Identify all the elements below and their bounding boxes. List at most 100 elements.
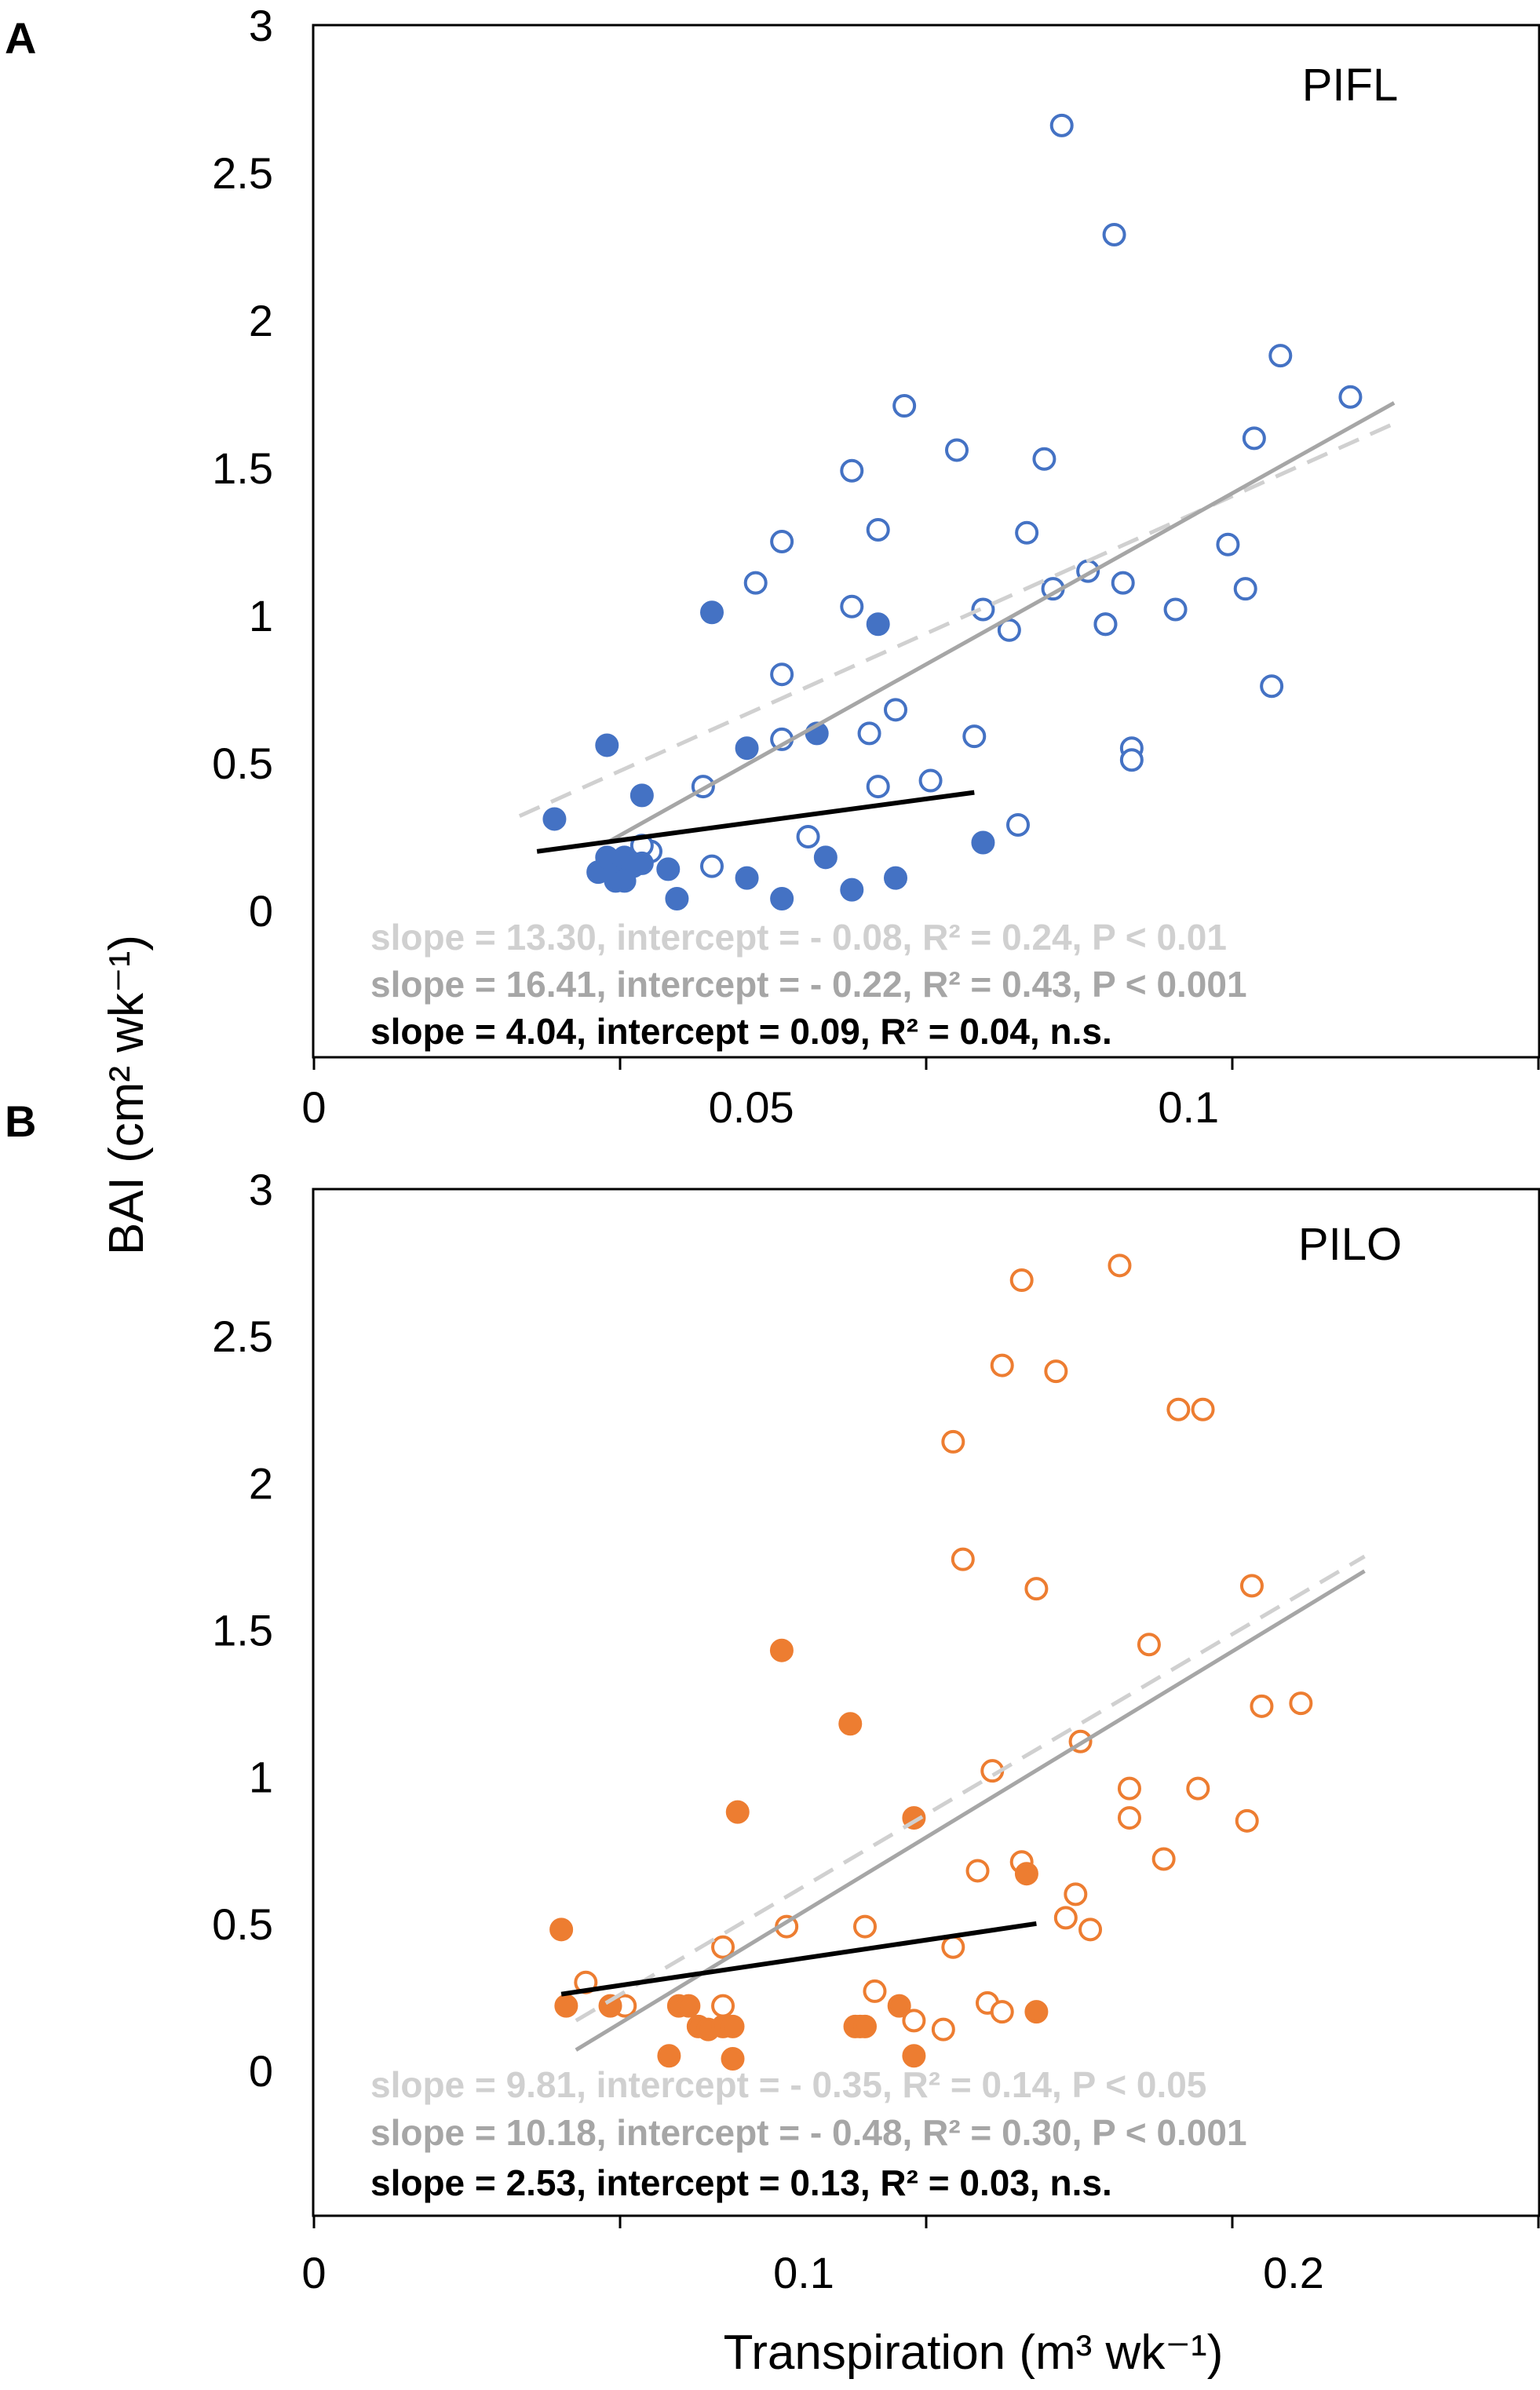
open-point — [962, 724, 987, 749]
y-tick-label: 1.5 — [212, 1606, 273, 1655]
open-point — [941, 1935, 965, 1959]
x-tick-label: 0 — [301, 1082, 326, 1132]
filled-point — [971, 830, 995, 855]
open-point — [1242, 426, 1266, 451]
panel-b-stats-open: slope = 10.18, intercept = - 0.48, R² = … — [370, 2112, 1247, 2153]
open-point — [1093, 612, 1118, 637]
y-tick-label: 0.5 — [212, 1899, 273, 1949]
filled-point — [542, 807, 567, 831]
open-point — [1049, 113, 1074, 137]
open-point — [770, 662, 794, 687]
y-tick-label: 2.5 — [212, 148, 273, 198]
open-point — [1239, 1574, 1264, 1598]
panel-a-stats-open: slope = 16.41, intercept = - 0.22, R² = … — [370, 964, 1247, 1005]
open-point — [711, 1994, 735, 2018]
open-point — [700, 854, 724, 878]
open-point — [1151, 1847, 1176, 1871]
filled-point — [595, 733, 619, 757]
filled-point — [630, 851, 654, 875]
filled-point — [884, 866, 907, 890]
open-point — [1032, 447, 1056, 471]
open-point — [866, 517, 890, 542]
x-tick-label: 0.2 — [1263, 2248, 1324, 2297]
panel-b-stats-all: slope = 9.81, intercept = - 0.35, R² = 0… — [370, 2064, 1206, 2105]
open-point — [1078, 1917, 1103, 1942]
open-point — [1117, 1806, 1141, 1830]
open-point — [931, 2017, 955, 2042]
open-point — [1191, 1397, 1215, 1421]
filled-point — [887, 1994, 911, 2018]
open-point — [711, 1935, 735, 1959]
open-point — [990, 1353, 1014, 1377]
filled-point — [656, 857, 681, 881]
open-point — [866, 775, 890, 799]
panel-b-x-ticks: 0 0.1 0.2 — [301, 2216, 1540, 2297]
open-point — [1006, 812, 1030, 837]
open-point — [902, 2009, 926, 2033]
y-tick-label: 3 — [249, 1165, 273, 1214]
filled-point — [1024, 2000, 1049, 2024]
filled-point — [657, 2044, 681, 2068]
panel-b: B PILO 0 0.5 1 1.5 2 2.5 3 0 0.1 0.2 slope = 9.8… — [5, 1096, 1540, 2297]
panel-b-fit-lines — [560, 1554, 1366, 2052]
filled-point — [853, 2014, 877, 2038]
fit-line-filled — [560, 1921, 1037, 1997]
fit-line-filled — [536, 790, 975, 854]
y-tick-label: 0 — [249, 886, 273, 936]
panel-b-frame — [312, 1188, 1540, 2217]
filled-point — [866, 612, 890, 637]
panel-b-points — [549, 1253, 1313, 2071]
open-point — [971, 597, 995, 622]
filled-point — [612, 869, 637, 893]
open-point — [840, 594, 864, 618]
filled-point — [770, 886, 794, 910]
filled-point — [735, 736, 759, 761]
y-tick-label: 1 — [249, 591, 273, 640]
open-point — [1117, 1776, 1141, 1801]
open-point — [1233, 577, 1257, 601]
open-point — [1119, 748, 1144, 772]
open-point — [796, 825, 820, 848]
open-point — [1268, 344, 1293, 368]
open-point — [770, 530, 794, 553]
open-point — [853, 1914, 877, 1939]
y-tick-label: 2.5 — [212, 1312, 273, 1361]
open-point — [840, 458, 864, 483]
open-point — [1338, 385, 1363, 409]
open-point — [1108, 1253, 1132, 1278]
panel-a-species: PIFL — [1302, 60, 1399, 111]
open-point — [951, 1547, 975, 1571]
filled-point — [598, 1994, 622, 2018]
open-point — [892, 394, 917, 418]
open-point — [1137, 1633, 1161, 1657]
open-point — [884, 698, 907, 722]
x-tick-label: 0.05 — [709, 1082, 794, 1132]
y-tick-label: 3 — [249, 1, 273, 50]
fit-line-all — [518, 421, 1396, 818]
filled-point — [840, 878, 864, 902]
panel-a-y-ticks: 0 0.5 1 1.5 2 2.5 3 — [212, 1, 273, 936]
filled-point — [813, 845, 838, 870]
open-point — [918, 768, 943, 793]
filled-point — [677, 1994, 701, 2018]
filled-point — [721, 2047, 745, 2071]
panel-b-stats-filled: slope = 2.53, intercept = 0.13, R² = 0.0… — [370, 2162, 1112, 2203]
open-point — [945, 438, 969, 462]
y-tick-label: 1.5 — [212, 443, 273, 493]
open-point — [857, 721, 881, 746]
open-point — [1009, 1268, 1034, 1293]
y-tick-label: 2 — [249, 296, 273, 345]
open-point — [990, 2000, 1014, 2024]
open-point — [1102, 222, 1126, 246]
open-point — [743, 571, 768, 595]
filled-point — [554, 1994, 578, 2018]
filled-point — [902, 2044, 926, 2068]
y-tick-label: 2 — [249, 1458, 273, 1508]
x-tick-label: 0.1 — [773, 2248, 834, 2297]
filled-point — [725, 1800, 750, 1824]
filled-point — [735, 866, 759, 890]
filled-point — [721, 2014, 745, 2038]
open-point — [1044, 1359, 1068, 1384]
filled-point — [1014, 1862, 1038, 1886]
